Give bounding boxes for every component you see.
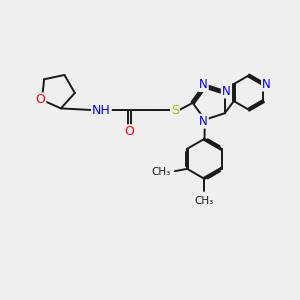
Text: NH: NH xyxy=(92,104,111,117)
Text: N: N xyxy=(199,115,208,128)
Text: O: O xyxy=(35,93,45,106)
Text: O: O xyxy=(124,125,134,138)
Text: CH₃: CH₃ xyxy=(151,167,170,177)
Text: N: N xyxy=(262,77,271,91)
Text: S: S xyxy=(171,104,179,117)
Text: N: N xyxy=(199,78,208,91)
Text: N: N xyxy=(222,85,230,98)
Text: CH₃: CH₃ xyxy=(195,196,214,206)
